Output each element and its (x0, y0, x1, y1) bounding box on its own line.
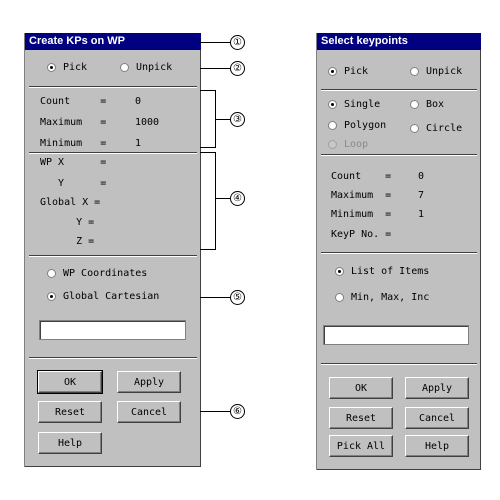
bracket-vertical (215, 152, 216, 250)
radio-empty-icon (47, 269, 56, 278)
dialog-title: Select keypoints (317, 33, 481, 50)
list-of-items-radio[interactable]: List of Items (335, 266, 429, 277)
separator (29, 86, 197, 88)
count-value: 0 (418, 171, 425, 182)
radio-selected-icon (47, 63, 56, 72)
keypoint-input[interactable] (323, 325, 469, 345)
ok-button[interactable]: OK (329, 377, 393, 399)
global-z-label: Z = (40, 236, 95, 247)
box-radio[interactable]: Box (410, 99, 444, 110)
radio-selected-icon (328, 67, 337, 76)
coordinate-input[interactable] (39, 320, 186, 340)
cancel-button[interactable]: Cancel (117, 401, 181, 423)
unpick-radio[interactable]: Unpick (410, 66, 462, 77)
pick-radio[interactable]: Pick (47, 62, 87, 73)
callout-3: ③ (230, 112, 245, 127)
separator (321, 89, 477, 91)
maximum-value: 1000 (135, 117, 160, 128)
callout-leader (200, 297, 230, 298)
bracket-bottom (200, 147, 216, 148)
minimum-label: Minimum = (40, 138, 107, 149)
separator (321, 154, 477, 156)
loop-radio: Loop (328, 139, 368, 150)
minimum-label: Minimum = (331, 209, 392, 220)
count-label: Count = (331, 171, 392, 182)
unpick-radio[interactable]: Unpick (120, 62, 172, 73)
pick-all-button[interactable]: Pick All (329, 435, 393, 457)
callout-4: ④ (230, 191, 245, 206)
select-keypoints-dialog: Select keypoints Pick Unpick Single Box … (316, 33, 481, 470)
radio-empty-icon (335, 293, 344, 302)
callout-6: ⑥ (230, 404, 245, 419)
maximum-label: Maximum = (40, 117, 107, 128)
radio-empty-icon (410, 100, 419, 109)
reset-button[interactable]: Reset (38, 401, 102, 423)
bracket-top (200, 90, 216, 91)
callout-leader (200, 411, 230, 412)
radio-selected-icon (335, 267, 344, 276)
pick-radio[interactable]: Pick (328, 66, 368, 77)
single-radio[interactable]: Single (328, 99, 380, 110)
help-button[interactable]: Help (405, 435, 469, 457)
circle-radio[interactable]: Circle (410, 123, 462, 134)
count-value: 0 (135, 96, 142, 107)
maximum-label: Maximum = (331, 190, 392, 201)
bracket-top (200, 152, 216, 153)
bracket-bottom (200, 249, 216, 250)
wp-x-label: WP X = (40, 157, 107, 168)
radio-empty-icon (410, 67, 419, 76)
radio-disabled-icon (328, 140, 337, 149)
callout-leader (200, 68, 230, 69)
help-button[interactable]: Help (38, 432, 102, 454)
radio-selected-icon (47, 292, 56, 301)
min-max-inc-radio[interactable]: Min, Max, Inc (335, 292, 429, 303)
callout-2: ② (230, 61, 245, 76)
keyp-no-label: KeyP No. = (331, 229, 392, 240)
ok-button[interactable]: OK (37, 370, 103, 394)
apply-button[interactable]: Apply (117, 371, 181, 393)
maximum-value: 7 (418, 190, 425, 201)
dialog-title: Create KPs on WP (25, 33, 201, 50)
radio-empty-icon (328, 121, 337, 130)
radio-empty-icon (410, 124, 419, 133)
global-cartesian-radio[interactable]: Global Cartesian (47, 291, 159, 302)
minimum-value: 1 (135, 138, 142, 149)
separator (321, 252, 477, 254)
callout-leader (215, 198, 230, 199)
count-label: Count = (40, 96, 107, 107)
separator (321, 363, 477, 365)
wp-coordinates-radio[interactable]: WP Coordinates (47, 268, 147, 279)
apply-button[interactable]: Apply (405, 377, 469, 399)
global-y-label: Y = (40, 217, 95, 228)
separator (29, 152, 197, 154)
create-kps-dialog: Create KPs on WP Pick Unpick Count = 0 M… (24, 33, 201, 467)
polygon-radio[interactable]: Polygon (328, 120, 386, 131)
minimum-value: 1 (418, 209, 425, 220)
global-x-label: Global X = (40, 197, 101, 208)
radio-selected-icon (328, 100, 337, 109)
callout-1: ① (230, 35, 245, 50)
radio-empty-icon (120, 63, 129, 72)
separator (29, 255, 197, 257)
wp-y-label: Y = (40, 178, 107, 189)
reset-button[interactable]: Reset (329, 407, 393, 429)
callout-leader (200, 42, 230, 43)
separator (29, 357, 197, 359)
cancel-button[interactable]: Cancel (405, 407, 469, 429)
callout-5: ⑤ (230, 290, 245, 305)
callout-leader (215, 119, 230, 120)
